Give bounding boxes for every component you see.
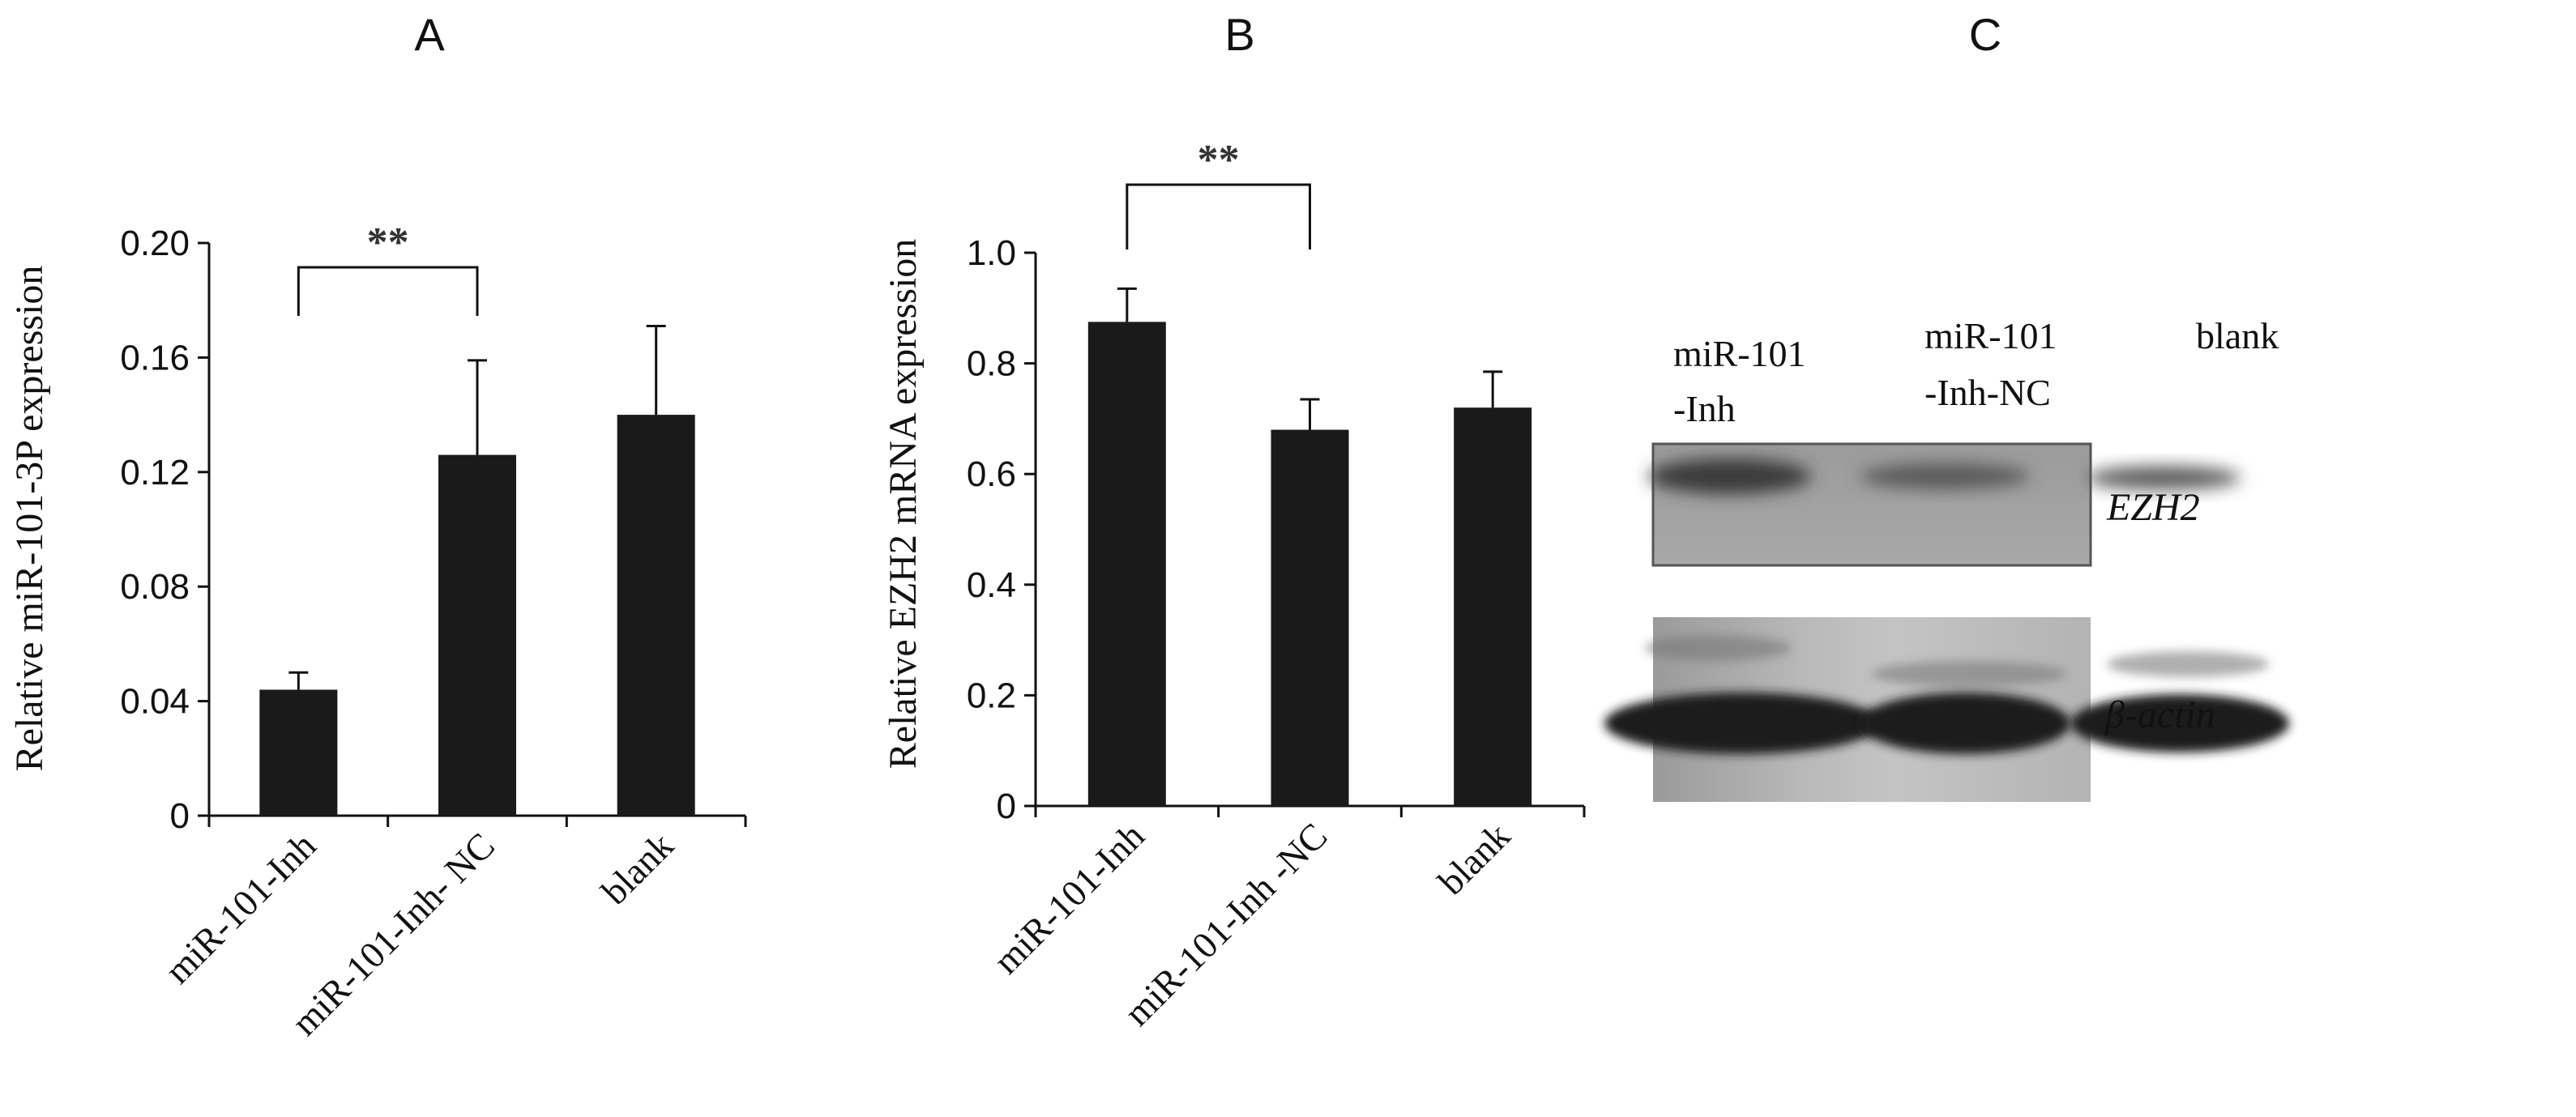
lane-label-2-line2: -Inh-NC bbox=[1925, 372, 2051, 413]
lane-label-1-line1: miR-101 bbox=[1673, 333, 1806, 374]
y-tick-label: 0.4 bbox=[967, 565, 1016, 605]
significance-marker: ** bbox=[1198, 137, 1240, 183]
y-axis-label: Relative EZH2 mRNA expression bbox=[882, 239, 925, 770]
ezh2-band-lane-2 bbox=[1860, 463, 2030, 489]
significance-marker: ** bbox=[367, 220, 409, 266]
chart-b: 0 0.2 0.4 0.6 0.8 1.0 Relative EZH2 mRNA expre… bbox=[882, 137, 1586, 1034]
bar-1 bbox=[1087, 322, 1166, 806]
actin-band-lane-1 bbox=[1604, 693, 1880, 754]
y-axis-label: Relative miR-101-3P expression bbox=[8, 266, 51, 772]
category-label-1: miR-101-Inh bbox=[156, 825, 323, 991]
lane-label-1-line2: -Inh bbox=[1673, 388, 1736, 429]
panel-letter-a: A bbox=[414, 9, 445, 60]
category-label-2: miR-101-Inh -NC bbox=[1117, 815, 1335, 1034]
bar-3 bbox=[1454, 407, 1532, 806]
y-tick-label: 0 bbox=[997, 787, 1016, 826]
ezh2-membrane bbox=[1649, 442, 2241, 567]
protein-label-beta-actin: β-actin bbox=[2104, 693, 2215, 736]
y-tick-label: 0.20 bbox=[120, 224, 190, 263]
y-tick-label: 0.12 bbox=[120, 453, 190, 492]
y-tick-label: 1.0 bbox=[967, 233, 1016, 273]
ezh2-band-lane-3 bbox=[2087, 466, 2241, 490]
chart-a: 0 0.04 0.08 0.12 0.16 0.20 Relative miR-101-3P… bbox=[8, 220, 747, 1043]
y-tick-label: 0.16 bbox=[120, 338, 190, 377]
category-label-3: blank bbox=[593, 825, 681, 912]
actin-band-lane-2 bbox=[1860, 693, 2070, 754]
lane-label-3: blank bbox=[2196, 315, 2279, 356]
lane-label-2-line1: miR-101 bbox=[1925, 315, 2057, 356]
ezh2-band-lane-1 bbox=[1649, 458, 1811, 494]
y-tick-label: 0.08 bbox=[120, 567, 190, 607]
bar-3 bbox=[617, 415, 695, 816]
significance-bracket bbox=[297, 266, 479, 316]
bar-2 bbox=[1271, 429, 1349, 806]
y-tick-label: 0.8 bbox=[967, 344, 1016, 384]
y-tick-label: 0.6 bbox=[967, 454, 1016, 494]
actin-band-lane-3 bbox=[2070, 694, 2289, 752]
bar-2 bbox=[438, 454, 516, 816]
significance-bracket bbox=[1126, 183, 1311, 249]
beta-actin-membrane bbox=[1604, 617, 2289, 802]
category-label-1: miR-101-Inh bbox=[985, 815, 1152, 982]
category-label-3: blank bbox=[1430, 815, 1518, 902]
y-tick-label: 0.04 bbox=[120, 682, 190, 722]
panel-letter-c: C bbox=[1969, 9, 2001, 60]
y-tick-label: 0.2 bbox=[967, 676, 1016, 715]
y-tick-label: 0 bbox=[170, 796, 190, 836]
western-blot: miR-101 -Inh miR-101 -Inh-NC blank EZH2 … bbox=[1604, 315, 2289, 802]
bar-1 bbox=[259, 689, 338, 816]
panel-letter-b: B bbox=[1224, 9, 1254, 60]
protein-label-ezh2: EZH2 bbox=[2106, 486, 2200, 529]
